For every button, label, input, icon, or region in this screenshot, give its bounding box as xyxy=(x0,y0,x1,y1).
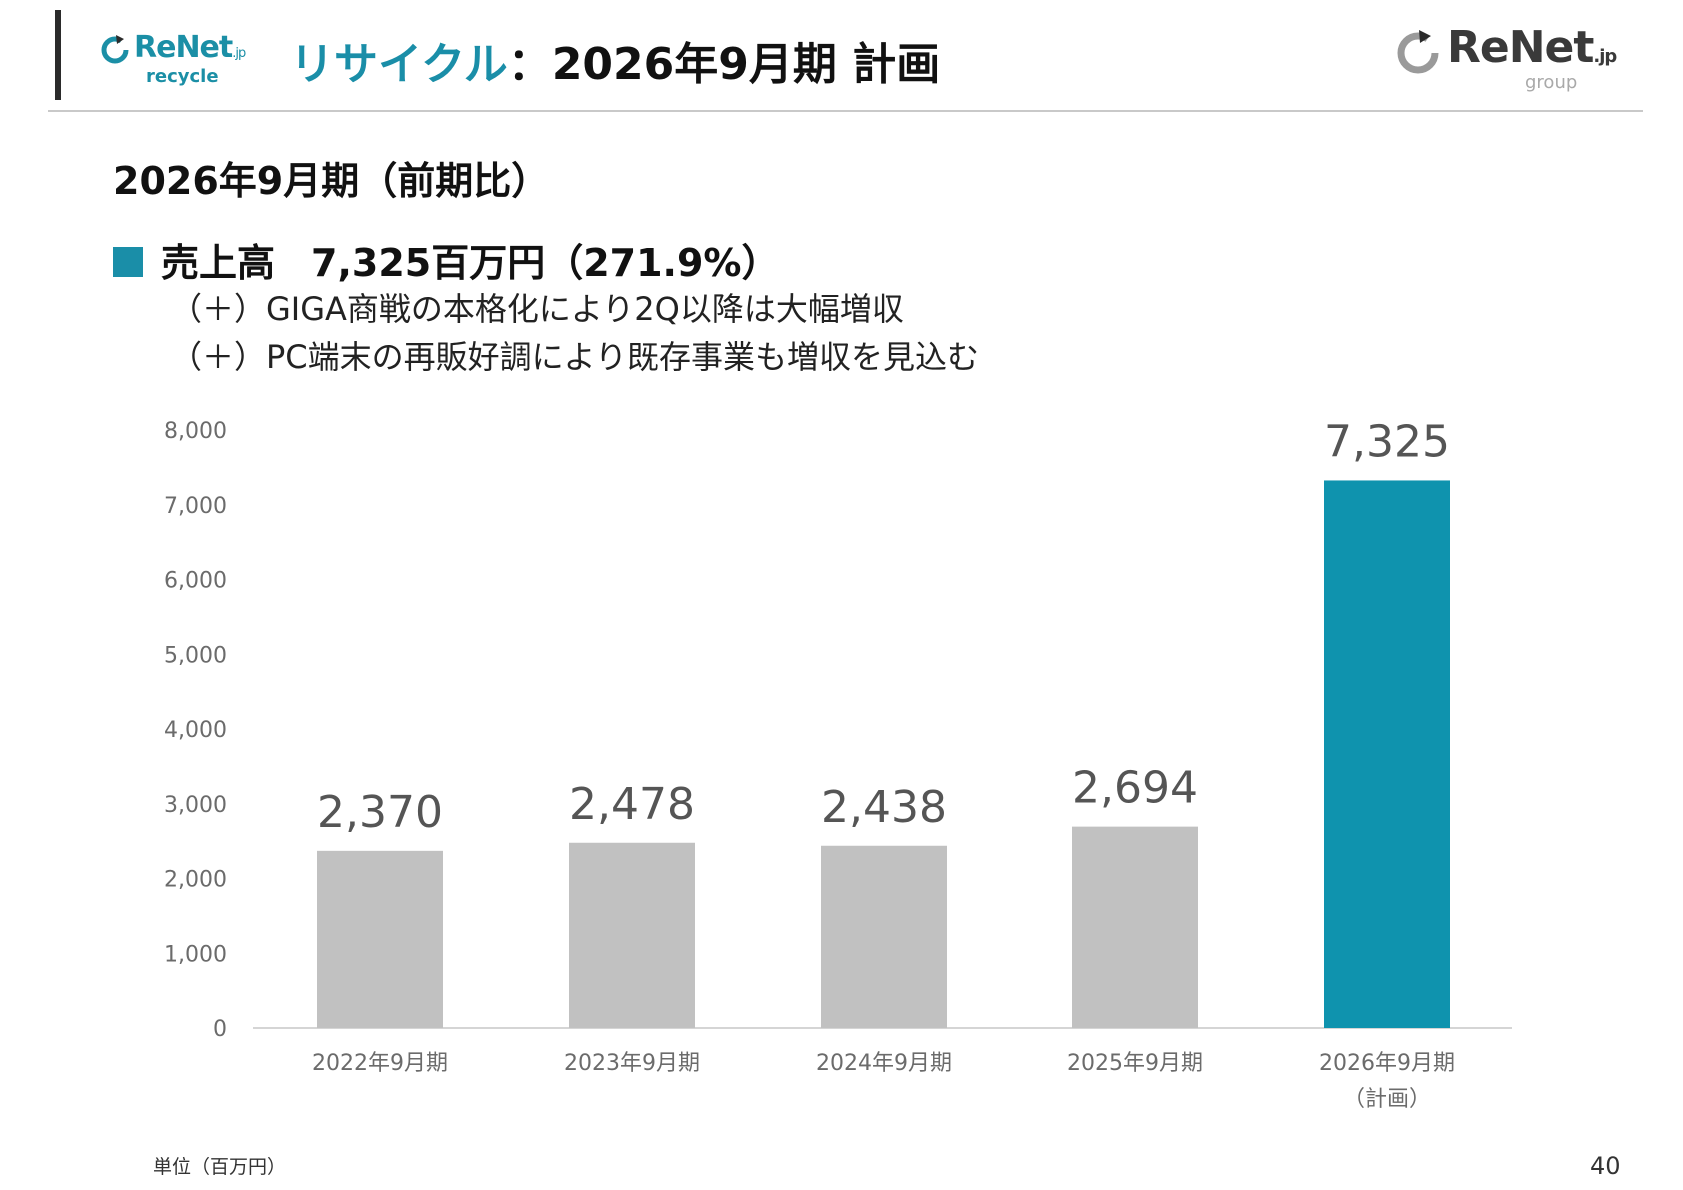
bullet-item: （＋）GIGA商戦の本格化により2Q以降は大幅増収 xyxy=(170,290,904,328)
x-tick-label: 2026年9月期 xyxy=(1319,1051,1455,1076)
y-tick-label: 0 xyxy=(213,1017,227,1042)
y-tick-label: 6,000 xyxy=(164,569,227,594)
title-accent: リサイクル xyxy=(290,39,508,90)
y-tick-label: 2,000 xyxy=(164,868,227,893)
y-tick-label: 4,000 xyxy=(164,718,227,743)
bar xyxy=(317,850,443,1028)
data-label: 2,478 xyxy=(569,779,695,830)
logo-right-sub: group xyxy=(1525,72,1578,93)
bar xyxy=(1324,480,1450,1028)
x-tick-label: 2022年9月期 xyxy=(312,1051,448,1076)
renet-recycle-logo: ReNet.jp recycle xyxy=(100,30,260,90)
bar xyxy=(569,842,695,1028)
logo-left-sub: recycle xyxy=(146,66,219,87)
recycle-ring-icon xyxy=(101,35,129,64)
x-tick-label: （計画） xyxy=(1343,1087,1431,1112)
x-tick-label: 2024年9月期 xyxy=(816,1051,952,1076)
data-label: 2,694 xyxy=(1072,763,1198,814)
bar xyxy=(1072,826,1198,1028)
period-heading: 2026年9月期（前期比） xyxy=(113,159,550,203)
logo-left-name: ReNet.jp xyxy=(134,30,246,65)
bar xyxy=(821,845,947,1028)
bullet-list: （＋）GIGA商戦の本格化により2Q以降は大幅増収 （＋）PC端末の再販好調によ… xyxy=(170,285,979,381)
slide-title: リサイクル：2026年9月期 計画 xyxy=(290,28,940,92)
y-tick-label: 5,000 xyxy=(164,643,227,668)
unit-note: 単位（百万円） xyxy=(153,1156,287,1178)
header-accent-bar xyxy=(55,10,61,100)
title-rest: 2026年9月期 計画 xyxy=(551,39,941,90)
kpi-row: 売上高 7,325百万円（271.9%） xyxy=(113,232,780,287)
kpi-marker xyxy=(113,246,143,277)
x-tick-label: 2023年9月期 xyxy=(564,1051,700,1076)
data-label: 2,370 xyxy=(317,787,443,838)
recycle-ring-icon xyxy=(1397,30,1439,74)
renet-group-logo: ReNet.jp group xyxy=(1395,22,1617,94)
logo-right-name: ReNet.jp xyxy=(1447,22,1617,73)
data-label: 2,438 xyxy=(821,782,947,833)
kpi-value: 7,325百万円（271.9%） xyxy=(311,241,780,285)
bullet-item: （＋）PC端末の再販好調により既存事業も増収を見込む xyxy=(170,338,980,376)
header-divider xyxy=(48,110,1643,112)
kpi-label: 売上高 xyxy=(161,241,276,285)
y-tick-label: 3,000 xyxy=(164,793,227,818)
y-tick-label: 7,000 xyxy=(164,494,227,519)
title-colon: ： xyxy=(507,39,552,90)
y-tick-label: 1,000 xyxy=(164,942,227,967)
data-label: 7,325 xyxy=(1324,416,1450,467)
page-number: 40 xyxy=(1590,1152,1621,1180)
x-tick-label: 2025年9月期 xyxy=(1067,1051,1203,1076)
y-tick-label: 8,000 xyxy=(164,419,227,444)
